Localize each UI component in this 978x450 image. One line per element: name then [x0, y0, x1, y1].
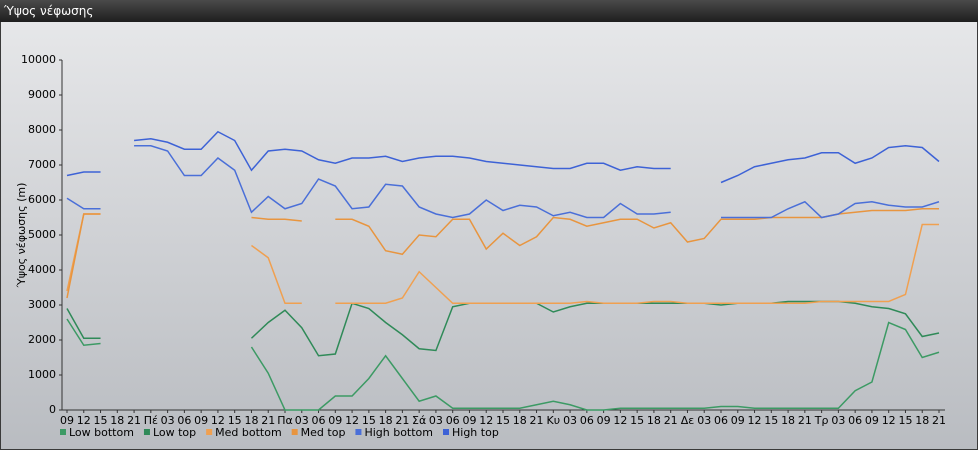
window-title: Ύψος νέφωσης — [0, 0, 978, 22]
legend-label: High bottom — [364, 426, 433, 439]
series-line — [66, 130, 940, 184]
x-tick-label: 09 — [194, 414, 208, 427]
x-tick-label: 03 — [563, 414, 577, 427]
x-tick-label: 03 — [161, 414, 175, 427]
x-tick-label: 18 — [647, 414, 661, 427]
chart: Ύψος νέφωσης (m) 0 1000 2000 3000 4000 5000 60… — [1, 22, 977, 449]
x-tick-label: 18 — [915, 414, 929, 427]
x-tick-label: 15 — [94, 414, 108, 427]
x-tick-label: 18 — [781, 414, 795, 427]
legend-swatch — [355, 429, 362, 435]
x-tick-label: 09 — [60, 414, 74, 427]
x-tick-label: 06 — [177, 414, 191, 427]
x-tick-label: Πα — [277, 414, 293, 427]
legend-label: Low bottom — [69, 426, 134, 439]
x-tick-label: 03 — [697, 414, 711, 427]
legend-swatch — [60, 429, 66, 435]
x-tick-label: 21 — [127, 414, 141, 427]
legend-item: High bottom — [355, 426, 433, 439]
x-tick-label: 21 — [798, 414, 812, 427]
x-tick-label: Δε — [681, 414, 695, 427]
chart-background — [1, 22, 977, 449]
x-tick-label: 06 — [580, 414, 594, 427]
x-tick-label: 12 — [479, 414, 493, 427]
x-tick-label: 06 — [312, 414, 326, 427]
legend-swatch — [443, 429, 449, 435]
x-tick-label: Κυ — [547, 414, 561, 427]
x-tick-label: 15 — [362, 414, 376, 427]
y-tick-label: 6000 — [28, 193, 56, 206]
legend-swatch — [291, 429, 298, 435]
x-tick-label: 12 — [613, 414, 627, 427]
x-tick-label: 12 — [77, 414, 91, 427]
series-line — [66, 318, 940, 411]
legend-label: Low top — [153, 426, 196, 439]
y-tick-label: 0 — [49, 403, 56, 416]
x-tick-label: 12 — [345, 414, 359, 427]
y-tick-label: 3000 — [28, 298, 56, 311]
y-tick-label: 5000 — [28, 228, 56, 241]
x-tick-label: 15 — [764, 414, 778, 427]
x-tick-label: 12 — [748, 414, 762, 427]
legend-item: Low top — [143, 426, 196, 439]
legend-label: Med top — [301, 426, 346, 439]
series-line — [66, 145, 940, 219]
x-tick-label: 03 — [429, 414, 443, 427]
x-tick-label: 21 — [395, 414, 409, 427]
x-tick-label: 06 — [848, 414, 862, 427]
y-axis-label: Ύψος νέφωσης (m) — [15, 183, 28, 289]
y-tick-label: 10000 — [21, 53, 56, 66]
x-tick-label: 12 — [211, 414, 225, 427]
y-tick-label: 7000 — [28, 158, 56, 171]
x-tick-label: 18 — [244, 414, 258, 427]
legend-label: High top — [452, 426, 499, 439]
legend-item: Med top — [291, 426, 346, 439]
legend-item: Med bottom — [206, 426, 282, 439]
x-tick-label: 18 — [110, 414, 124, 427]
x-tick-label: Πέ — [144, 414, 158, 427]
x-tick-label: 21 — [932, 414, 946, 427]
y-tick-label: 8000 — [28, 123, 56, 136]
x-tick-label: 09 — [597, 414, 611, 427]
y-tick-label: 2000 — [28, 333, 56, 346]
x-tick-label: 09 — [328, 414, 342, 427]
x-tick-label: 21 — [664, 414, 678, 427]
y-tick-label: 1000 — [28, 368, 56, 381]
x-tick-label: 15 — [496, 414, 510, 427]
x-tick-label: Σά — [412, 414, 426, 427]
x-tick-label: 03 — [295, 414, 309, 427]
x-tick-label: 03 — [831, 414, 845, 427]
x-tick-label: 21 — [261, 414, 275, 427]
x-tick-label: 06 — [446, 414, 460, 427]
x-tick-label: 09 — [865, 414, 879, 427]
legend-item: Low bottom — [60, 426, 134, 439]
legend-label: Med bottom — [215, 426, 282, 439]
x-tick-label: 06 — [714, 414, 728, 427]
legend-swatch — [206, 429, 213, 435]
y-tick-label: 4000 — [28, 263, 56, 276]
x-tick-label: Τρ — [814, 414, 829, 427]
x-tick-label: 18 — [513, 414, 527, 427]
x-tick-label: 21 — [530, 414, 544, 427]
x-tick-label: 09 — [462, 414, 476, 427]
x-tick-label: 18 — [379, 414, 393, 427]
x-tick-label: 12 — [882, 414, 896, 427]
y-tick-label: 9000 — [28, 88, 56, 101]
x-tick-label: 09 — [731, 414, 745, 427]
legend-swatch — [143, 429, 150, 435]
legend-item: High top — [443, 426, 499, 439]
x-tick-label: 15 — [898, 414, 912, 427]
x-tick-label: 15 — [228, 414, 242, 427]
x-tick-label: 15 — [630, 414, 644, 427]
